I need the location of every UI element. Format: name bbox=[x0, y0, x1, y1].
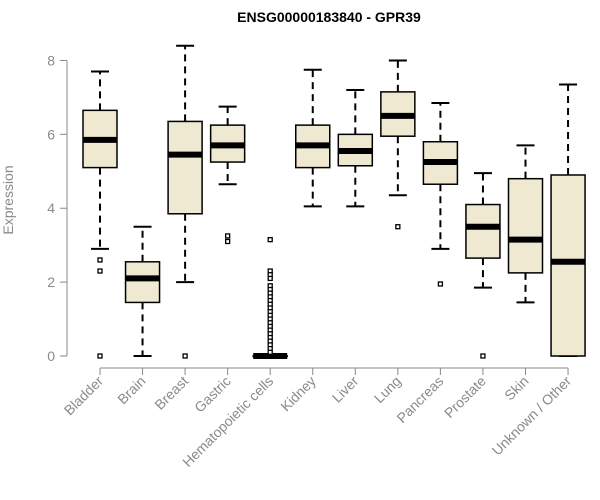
outlier-point bbox=[97, 353, 103, 359]
y-tick-label: 0 bbox=[47, 348, 55, 364]
box-prostate bbox=[465, 172, 501, 359]
y-tick-label: 8 bbox=[47, 52, 55, 68]
box-breast bbox=[167, 44, 203, 359]
x-tick-label: Pancreas bbox=[393, 373, 446, 426]
outlier-point bbox=[267, 349, 273, 355]
box-kidney bbox=[295, 68, 331, 208]
outlier-point bbox=[267, 236, 273, 243]
y-tick-label: 2 bbox=[47, 274, 55, 290]
y-axis-label: Expression bbox=[0, 165, 16, 234]
x-tick-label: Prostate bbox=[441, 373, 489, 421]
x-tick-label: Brain bbox=[114, 373, 148, 407]
x-tick-label: Unknown / Other bbox=[489, 373, 575, 459]
box bbox=[167, 120, 203, 215]
box bbox=[124, 261, 161, 304]
outlier-point bbox=[224, 233, 231, 239]
box-skin bbox=[507, 144, 544, 304]
box-unknown-other bbox=[550, 83, 586, 357]
x-tick-label: Breast bbox=[151, 373, 191, 413]
box-brain bbox=[124, 225, 161, 357]
x-tick-label: Liver bbox=[329, 373, 362, 406]
outlier-point bbox=[267, 275, 273, 282]
box-bladder bbox=[82, 70, 118, 359]
y-tick-label: 4 bbox=[47, 200, 55, 216]
chart-title: ENSG00000183840 - GPR39 bbox=[237, 9, 421, 25]
outlier-point bbox=[224, 238, 231, 245]
box bbox=[550, 174, 586, 357]
outlier-point bbox=[480, 353, 486, 359]
y-tick-label: 6 bbox=[47, 126, 55, 142]
outlier-point bbox=[97, 268, 103, 274]
box bbox=[507, 177, 544, 274]
box-liver bbox=[337, 89, 374, 208]
box bbox=[465, 203, 501, 259]
x-tick-label: Skin bbox=[501, 373, 532, 404]
outlier-point bbox=[182, 353, 188, 359]
outlier-point bbox=[437, 281, 444, 287]
x-tick-label: Lung bbox=[371, 373, 404, 406]
x-tick-label: Kidney bbox=[277, 373, 319, 415]
box-pancreas bbox=[422, 101, 459, 287]
y-axis: 0 2 4 6 8 bbox=[47, 52, 68, 364]
box-gastric bbox=[209, 105, 246, 245]
boxes bbox=[82, 44, 586, 359]
outlier-point bbox=[97, 257, 103, 263]
box-hematopoietic-cells bbox=[252, 236, 288, 359]
box-lung bbox=[380, 59, 416, 230]
outlier-point bbox=[395, 224, 401, 230]
x-tick-label: Bladder bbox=[61, 373, 107, 419]
